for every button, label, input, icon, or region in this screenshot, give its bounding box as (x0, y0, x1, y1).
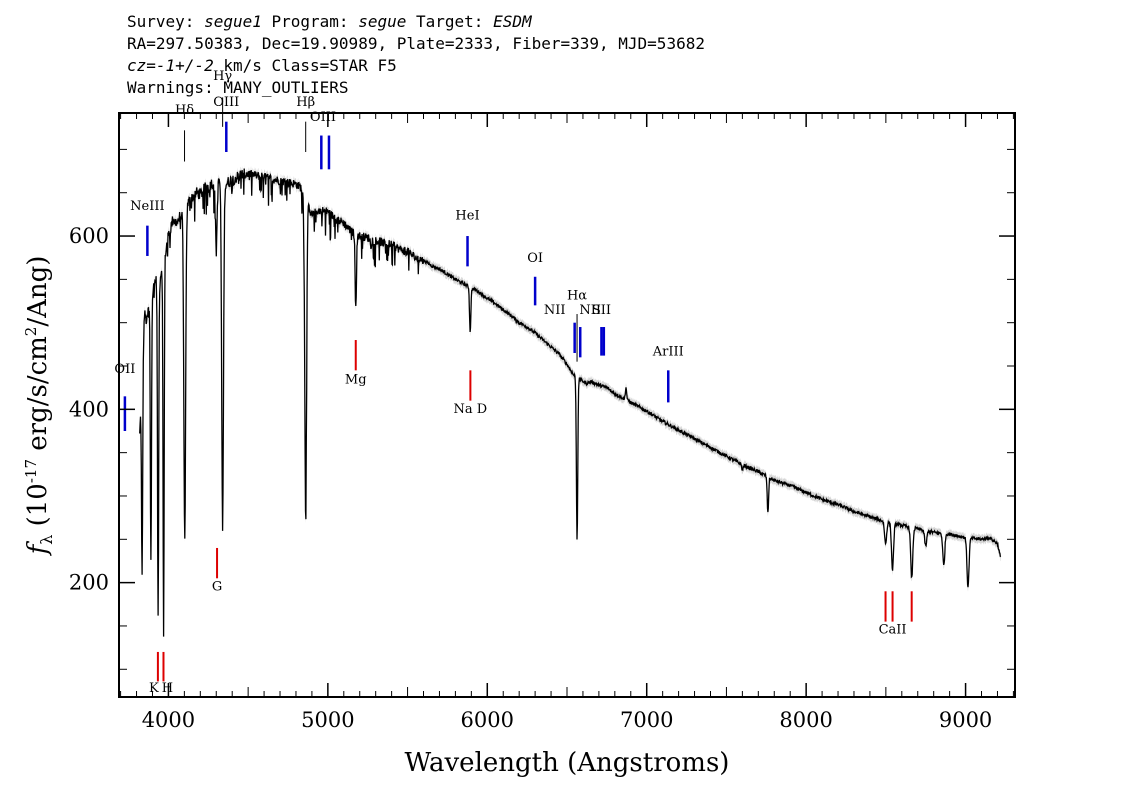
absorption-line-label: Mg (345, 372, 367, 387)
x-tick-label: 4000 (142, 708, 195, 732)
emission-line-label: ArIII (652, 345, 684, 360)
plot-frame (118, 112, 1016, 698)
class-value: km/s Class=STAR F5 (213, 56, 397, 75)
emission-line-label: OII (114, 362, 135, 377)
spectrum-error-band (139, 164, 1001, 641)
header-line-redshift: cz=-1+/-2 km/s Class=STAR F5 (127, 55, 705, 77)
axis-ticks: 4000 5000 6000 7000 8000 9000 200 400 600 (69, 113, 1015, 732)
x-tick-label: 9000 (939, 708, 992, 732)
x-tick-label: 5000 (301, 708, 354, 732)
emission-line-label: NII (579, 303, 601, 318)
header-line-coordinates: RA=297.50383, Dec=19.90989, Plate=2333, … (127, 34, 705, 53)
program-value: segue (358, 12, 407, 31)
spectrum-line (139, 168, 1002, 637)
emission-line-label: Hγ (213, 69, 232, 84)
absorption-line-label: H (162, 681, 173, 696)
target-label: Target: (406, 12, 494, 31)
header-line-survey: Survey: segue1 Program: segue Target: ES… (127, 11, 705, 33)
emission-line-label: NeIII (130, 199, 164, 214)
x-axis-title: Wavelength (Angstroms) (405, 748, 730, 778)
absorption-line-label: K (149, 681, 159, 696)
emission-line-label: SII (592, 303, 611, 318)
header-line-warnings: Warnings: MANY_OUTLIERS (127, 78, 349, 97)
emission-line-label: OI (527, 251, 543, 266)
absorption-line-label: CaII (879, 623, 907, 638)
emission-line-label: Hβ (296, 95, 315, 110)
survey-value: segue1 (204, 12, 262, 31)
survey-label: Survey: (127, 12, 205, 31)
y-tick-label: 600 (69, 224, 109, 248)
absorption-line-label: Na D (454, 402, 488, 417)
x-tick-label: 7000 (620, 708, 673, 732)
emission-line-label: OIII (213, 95, 239, 110)
y-axis-title: fλ (10-17 erg/s/cm2/Ang) (22, 256, 56, 557)
target-value: ESDM (493, 12, 532, 31)
redshift-value: cz=-1+/-2 (127, 56, 214, 75)
x-tick-label: 6000 (461, 708, 514, 732)
emission-line-label: NII (544, 303, 566, 318)
emission-line-label: HeI (455, 209, 479, 224)
spectrum-header: Survey: segue1 Program: segue Target: ES… (127, 11, 705, 99)
emission-line-label: Hδ (175, 103, 194, 118)
x-tick-label: 8000 (779, 708, 832, 732)
spectrum-layer (139, 164, 1002, 641)
emission-line-label: Hα (567, 288, 587, 303)
y-tick-label: 200 (69, 571, 109, 595)
y-tick-label: 400 (69, 397, 109, 421)
program-label: Program: (261, 12, 359, 31)
absorption-line-label: G (212, 579, 222, 594)
